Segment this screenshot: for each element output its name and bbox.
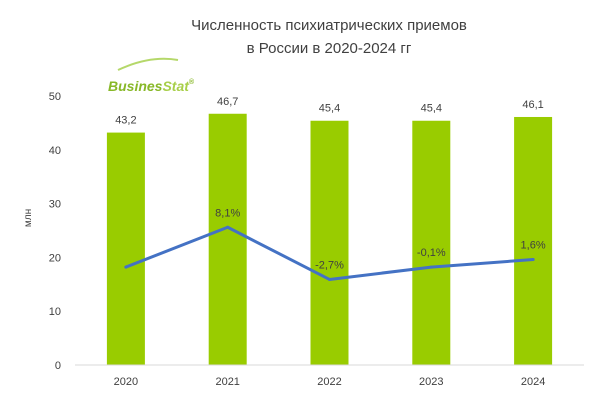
bar-series	[106, 113, 553, 366]
bar	[514, 116, 553, 366]
growth-data-label: 8,1%	[215, 207, 240, 219]
growth-point	[226, 225, 230, 229]
bar	[310, 120, 349, 365]
logo-text-light: Stat	[162, 78, 190, 94]
bar-data-labels: 43,2 46,7 45,4 45,4 46,1	[115, 96, 544, 127]
chart-title-line-2: в России в 2020-2024 гг	[247, 40, 412, 57]
businesstat-logo: BusinesStat®	[108, 57, 195, 94]
growth-point	[328, 277, 331, 281]
growth-point	[124, 265, 128, 269]
growth-point	[531, 258, 535, 262]
y-tick-label: 10	[49, 306, 61, 318]
logo-text-dark: Busines	[108, 78, 163, 94]
growth-point	[429, 265, 433, 269]
y-axis-label: млн	[23, 209, 34, 227]
bar-data-label: 45,4	[319, 103, 340, 115]
logo-swoosh	[117, 57, 179, 71]
bar	[208, 113, 247, 365]
y-tick-label: 20	[49, 252, 61, 264]
bar-data-label: 46,7	[217, 96, 238, 108]
svg-text:BusinesStat®: BusinesStat®	[108, 78, 195, 94]
growth-data-label: 1,6%	[521, 240, 546, 252]
y-tick-label: 30	[49, 199, 61, 211]
bar	[106, 132, 145, 365]
logo-registered: ®	[189, 78, 195, 86]
bar-data-label: 46,1	[522, 99, 543, 111]
y-axis-ticks: 0 10 20 30 40 50	[49, 91, 61, 372]
y-tick-label: 50	[49, 91, 61, 103]
x-axis-ticks: 2020 2021 2022 2023 2024	[114, 376, 546, 388]
bar	[412, 120, 451, 365]
x-tick-label: 2021	[215, 376, 239, 388]
growth-data-labels: 8,1% -2,7% -0,1% 1,6%	[215, 207, 546, 271]
chart-title-line-1: Численность психиатрических приемов	[191, 17, 467, 34]
x-tick-label: 2022	[317, 376, 341, 388]
growth-data-label: -0,1%	[417, 247, 446, 259]
bar-data-label: 45,4	[421, 103, 442, 115]
x-tick-label: 2020	[114, 376, 138, 388]
bar-data-label: 43,2	[115, 115, 136, 127]
y-tick-label: 40	[49, 145, 61, 157]
x-tick-label: 2024	[521, 376, 545, 388]
growth-line-series	[124, 225, 535, 281]
y-tick-label: 0	[55, 360, 61, 372]
x-tick-label: 2023	[419, 376, 443, 388]
growth-data-label: -2,7%	[315, 259, 344, 271]
